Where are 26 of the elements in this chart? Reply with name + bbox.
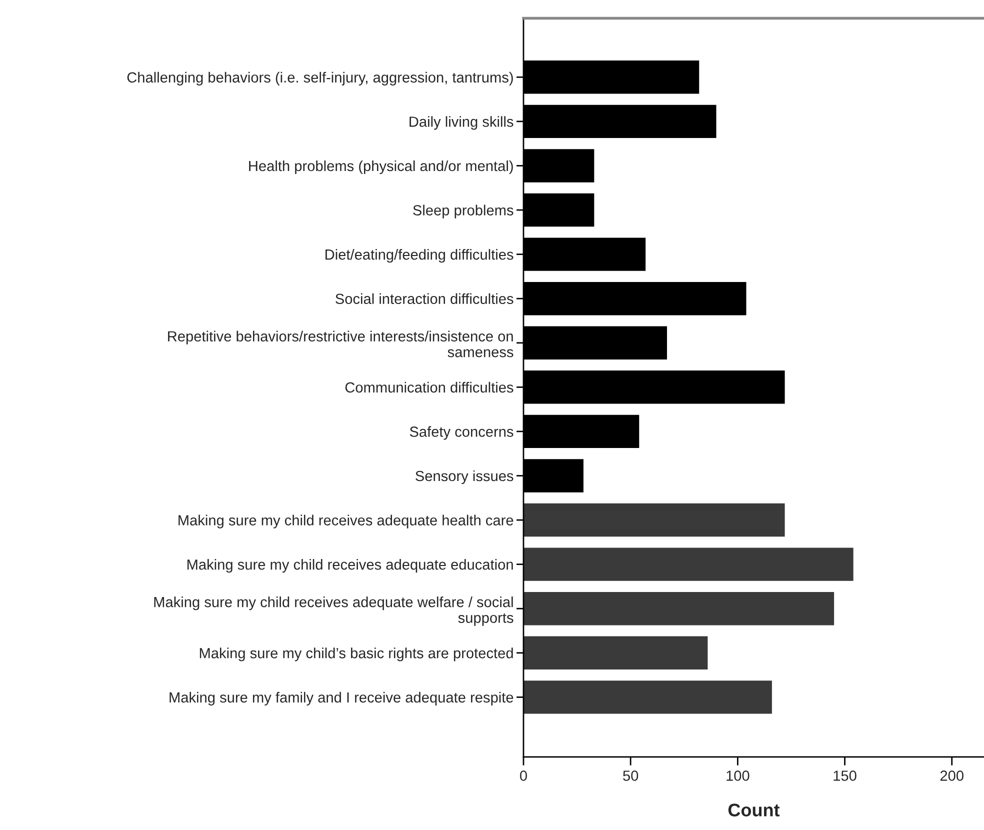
bar (523, 636, 708, 670)
y-tick-label: Social interaction difficulties (336, 293, 514, 304)
x-tick-label: 100 (726, 770, 750, 781)
y-tick-label: Diet/eating/feeding difficulties (326, 249, 514, 263)
bar (523, 548, 854, 581)
x-tick-label: 0 (520, 770, 527, 781)
y-tick-label: Repetitive behaviors/restrictive interests/insistence on sameness (168, 330, 514, 358)
y-tick-label: Daily living skills (410, 116, 514, 130)
y-tick-label: Making sure my child receives adequate education (187, 559, 513, 573)
y-tick-label: Making sure my family and I receive adequate respite (170, 692, 514, 706)
y-tick-label: Sensory issues (416, 470, 514, 484)
bar (523, 680, 772, 714)
y-tick-label: Making sure my child receives adequate health care (178, 514, 514, 528)
y-tick-label: Health problems (physical and/or mental) (249, 160, 513, 174)
y-tick-label: Challenging behaviors (i.e. self-injury, aggression, tantrums) (127, 72, 513, 86)
x-tick-label: 50 (623, 770, 638, 781)
y-tick-label: Making sure my child’s basic rights are protected (200, 648, 513, 662)
y-tick-label: Communication difficulties (345, 382, 514, 393)
x-tick-label: 200 (940, 770, 964, 781)
y-tick-label: Sleep problems (413, 204, 514, 218)
bar (523, 503, 785, 537)
x-tick-label: 150 (834, 770, 856, 781)
y-tick-label: Safety concerns (410, 426, 514, 440)
bar (523, 592, 834, 626)
x-axis-title: Count (728, 804, 780, 816)
y-tick-label: Making sure my child receives adequate welfare / social supports (154, 596, 514, 626)
